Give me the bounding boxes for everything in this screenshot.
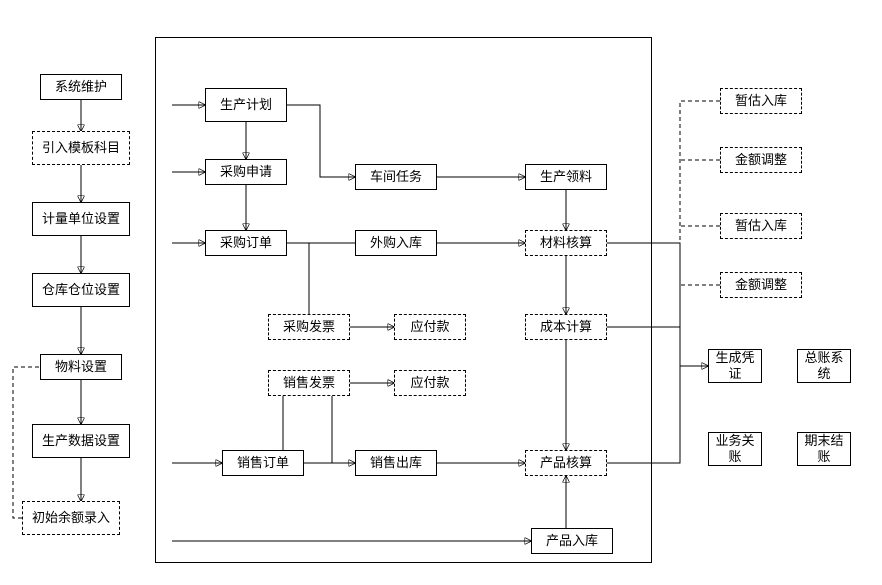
- node-yr_muban: 引入模板科目: [32, 131, 130, 165]
- node-cs_yue: 初始余额录入: [22, 501, 120, 535]
- node-zz_xit: 总账系统: [797, 349, 851, 383]
- node-yfk1: 应付款: [394, 314, 466, 340]
- edge-zg_ruku1-join1: [680, 101, 720, 243]
- node-yfk2: 应付款: [394, 370, 466, 396]
- node-zg_ruku2: 暂估入库: [720, 213, 802, 239]
- node-xs_dingd: 销售订单: [222, 450, 304, 476]
- node-xs_fapiao: 销售发票: [268, 370, 350, 396]
- node-ck_cangwei: 仓库仓位设置: [32, 273, 130, 307]
- flowchart-canvas: 系统维护引入模板科目计量单位设置仓库仓位设置物料设置生产数据设置初始余额录入 生产…: [0, 0, 882, 585]
- node-sc_shuju: 生产数据设置: [32, 424, 130, 458]
- node-cg_shenq: 采购申请: [205, 159, 287, 185]
- node-cp_hesuan: 产品核算: [525, 450, 607, 476]
- node-cj_renwu: 车间任务: [355, 164, 437, 190]
- node-cp_ruku: 产品入库: [531, 528, 613, 554]
- node-cg_dingd: 采购订单: [205, 230, 287, 256]
- node-sc_lingl: 生产领料: [525, 164, 607, 190]
- node-je_tz2: 金额调整: [720, 272, 802, 298]
- node-cb_jisuan: 成本计算: [525, 314, 607, 340]
- node-yw_gz: 业务关账: [708, 432, 762, 466]
- node-sc_pz: 生成凭证: [708, 349, 762, 383]
- node-cl_hesuan: 材料核算: [525, 230, 607, 256]
- node-wg_ruku: 外购入库: [355, 230, 437, 256]
- node-xt_weihu: 系统维护: [40, 74, 122, 100]
- node-zg_ruku1: 暂估入库: [720, 88, 802, 114]
- node-cg_fapiao: 采购发票: [268, 314, 350, 340]
- node-je_tz1: 金额调整: [720, 147, 802, 173]
- node-xs_chuku: 销售出库: [355, 450, 437, 476]
- node-qm_jz: 期末结账: [797, 432, 851, 466]
- node-sc_jihua: 生产计划: [205, 88, 287, 122]
- node-jl_danwei: 计量单位设置: [32, 202, 130, 236]
- node-wl_shezhi: 物料设置: [40, 354, 122, 380]
